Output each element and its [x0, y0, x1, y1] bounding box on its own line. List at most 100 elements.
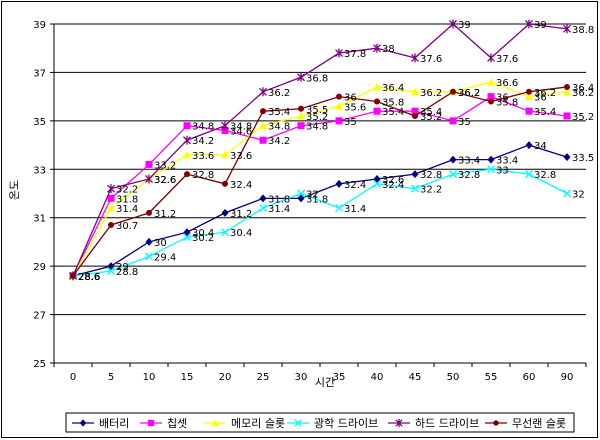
data-point [221, 121, 229, 131]
data-point [145, 237, 153, 246]
data-label: 33.2 [154, 160, 176, 171]
legend-label: 배터리 [99, 417, 129, 430]
data-label: 28.6 [78, 272, 100, 283]
data-label: 38 [382, 44, 395, 55]
x-tick-labels: 0 5 10 15 20 25 30 35 40 45 50 55 60 90 [70, 372, 574, 383]
data-point [525, 92, 533, 101]
data-point [335, 102, 343, 110]
data-point [563, 24, 571, 34]
data-point [563, 112, 571, 120]
data-label: 31.2 [154, 209, 176, 220]
data-label: 35.2 [306, 112, 328, 123]
data-label: 32.8 [458, 170, 480, 181]
data-point [107, 194, 115, 202]
data-point [449, 19, 457, 29]
data-label: 35.4 [268, 107, 290, 118]
data-point [487, 155, 495, 164]
series-2 [69, 93, 571, 280]
data-label: 31.8 [306, 194, 328, 205]
series-group [69, 19, 571, 281]
data-label: 34.2 [192, 136, 214, 147]
series-line [72, 81, 568, 277]
data-label: 29 [116, 262, 129, 273]
data-label: 35.8 [382, 97, 404, 108]
y-tick-label: 29 [33, 262, 46, 273]
data-label: 35.8 [496, 97, 518, 108]
data-point [259, 194, 267, 203]
data-point [259, 136, 267, 144]
data-label: 36.8 [306, 73, 328, 84]
data-label: 32.6 [154, 175, 176, 186]
data-point [564, 83, 570, 90]
data-label: 31.2 [230, 209, 252, 220]
data-label: 36 [344, 93, 357, 104]
data-point [449, 170, 457, 179]
data-point [145, 174, 153, 184]
x-tick-label: 55 [485, 372, 498, 383]
data-point [297, 194, 305, 203]
data-point [298, 105, 304, 112]
data-label: 33.6 [192, 151, 214, 162]
legend-label: 메모리 슬롯 [231, 417, 285, 430]
data-label: 28.6 [78, 272, 100, 283]
data-label: 32 [306, 190, 319, 201]
data-label: 35.2 [420, 112, 442, 123]
data-label: 35.4 [420, 107, 442, 118]
data-label: 36.6 [496, 78, 518, 89]
data-label: 29.4 [154, 252, 176, 263]
data-label: 38.8 [572, 25, 594, 36]
y-tick-label: 39 [33, 20, 46, 31]
data-point [525, 170, 533, 179]
data-point [107, 262, 115, 271]
data-label: 36.2 [458, 88, 480, 99]
legend-marker [147, 419, 155, 427]
data-label: 32.8 [420, 170, 442, 181]
data-point [525, 19, 533, 29]
data-point [183, 233, 191, 242]
data-point [70, 272, 76, 279]
data-label: 32.2 [420, 185, 442, 196]
data-label: 30.4 [230, 228, 252, 239]
series-line [72, 86, 568, 277]
series-6 [70, 83, 570, 279]
data-label: 36.2 [534, 88, 556, 99]
data-label: 39 [534, 20, 547, 31]
data-label: 33.4 [458, 156, 480, 167]
data-point [449, 155, 457, 164]
data-label: 31.4 [116, 204, 138, 215]
x-tick-label: 45 [409, 372, 422, 383]
series-1 [69, 141, 571, 280]
data-point [526, 88, 532, 95]
y-tick-label: 37 [33, 68, 46, 79]
data-point [411, 53, 419, 63]
data-point [336, 93, 342, 100]
data-label: 32 [572, 190, 585, 201]
legend-label: 칩셋 [167, 417, 187, 430]
data-point [525, 141, 533, 150]
data-point [259, 87, 267, 97]
data-point [335, 179, 343, 188]
data-label: 32.2 [116, 185, 138, 196]
data-point [374, 98, 380, 105]
legend-marker [493, 420, 499, 426]
data-label: 28.6 [78, 272, 100, 283]
y-tick-label: 31 [33, 214, 46, 225]
data-label: 36 [496, 93, 509, 104]
data-label: 30.7 [116, 221, 138, 232]
data-point [221, 150, 229, 159]
data-point [297, 122, 305, 130]
data-label: 28.8 [116, 267, 138, 278]
data-point [488, 98, 494, 105]
data-point [563, 189, 571, 198]
data-point [373, 107, 381, 115]
series-line [72, 144, 568, 277]
data-point [107, 266, 115, 275]
data-label: 28.6 [78, 272, 100, 283]
y-axis-label: 온도 [8, 180, 21, 200]
data-label: 36.2 [420, 88, 442, 99]
x-tick-label: 35 [333, 372, 346, 383]
axes [50, 23, 587, 367]
data-label: 36.2 [458, 88, 480, 99]
legend-box [65, 412, 575, 433]
